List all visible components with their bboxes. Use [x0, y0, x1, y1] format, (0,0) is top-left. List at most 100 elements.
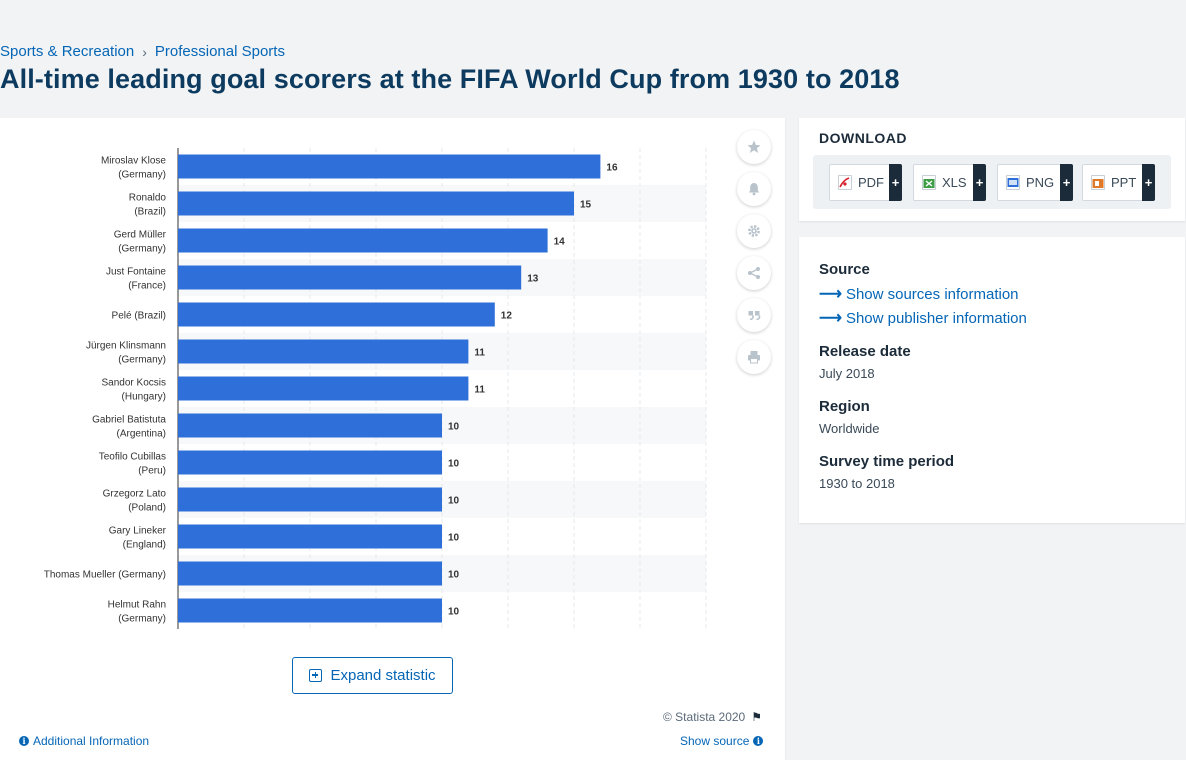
breadcrumb-professional-sports[interactable]: Professional Sports [154, 43, 285, 60]
quote-icon[interactable] [737, 298, 771, 332]
category-label: (England) [123, 540, 166, 551]
category-label: (Germany) [118, 614, 166, 625]
data-label: 10 [448, 496, 460, 507]
category-label: (France) [128, 281, 166, 292]
release-date-heading: Release date [819, 343, 911, 360]
breadcrumb-sports-recreation[interactable]: Sports & Recreation [0, 43, 135, 60]
data-label: 13 [527, 274, 539, 285]
download-ppt-button[interactable]: PPT + [1082, 164, 1155, 201]
download-buttons: PDF + XLS + PNG + PPT + [813, 155, 1171, 209]
data-label: 10 [448, 607, 460, 618]
download-xls-button[interactable]: XLS + [913, 164, 986, 201]
show-sources-link[interactable]: ⟶ Show sources information [819, 284, 1019, 304]
download-png-plus: + [1060, 164, 1073, 201]
bar [178, 339, 469, 364]
category-label: Sandor Kocsis [102, 378, 166, 389]
show-source-link[interactable]: Show source i [680, 734, 764, 748]
xls-file-icon [922, 175, 936, 190]
bar [178, 265, 522, 290]
category-label: (Germany) [118, 244, 166, 255]
print-icon[interactable] [737, 340, 771, 374]
category-label: Helmut Rahn [108, 600, 166, 611]
gear-icon[interactable] [737, 214, 771, 248]
survey-period-heading: Survey time period [819, 453, 955, 470]
data-label: 14 [554, 237, 566, 248]
category-label: Jürgen Klinsmann [86, 341, 166, 352]
category-label: (Brazil) [134, 207, 166, 218]
data-label: 15 [580, 200, 592, 211]
expand-statistic-button[interactable]: Expand statistic [292, 657, 453, 694]
statistic-details-card: Source ⟶ Show sources information ⟶ Show… [799, 237, 1185, 523]
data-label: 10 [448, 459, 460, 470]
category-label: (Germany) [118, 355, 166, 366]
arrow-right-icon: ⟶ [819, 310, 842, 327]
page-title: All-time leading goal scorers at the FIF… [0, 64, 900, 94]
bar [178, 191, 574, 216]
download-xls-label: XLS [942, 175, 967, 190]
region-heading: Region [819, 398, 870, 415]
breadcrumb: Sports & Recreation › Professional Sport… [0, 43, 285, 60]
download-png-label: PNG [1026, 175, 1055, 190]
category-label: (Peru) [138, 466, 166, 477]
star-icon[interactable] [737, 130, 771, 164]
share-icon[interactable] [737, 256, 771, 290]
category-label: Ronaldo [129, 193, 167, 204]
data-label: 10 [448, 570, 460, 581]
download-ppt-label: PPT [1111, 175, 1137, 190]
category-label: (Hungary) [122, 392, 166, 403]
bar [178, 413, 442, 438]
category-label: Thomas Mueller (Germany) [44, 570, 166, 581]
data-label: 11 [474, 348, 485, 359]
bar [178, 228, 548, 253]
pdf-file-icon [838, 175, 852, 190]
bar [178, 598, 442, 623]
category-label: (Argentina) [117, 429, 166, 440]
bar-chart: 16 Miroslav Klose (Germany) 15 Ronaldo (Brazi… [44, 148, 707, 629]
flag-icon[interactable]: ⚑ [751, 710, 762, 724]
download-title: DOWNLOAD [819, 130, 907, 146]
chart-card: 16 Miroslav Klose (Germany) 15 Ronaldo (Brazi… [0, 118, 785, 760]
show-sources-label: Show sources information [845, 285, 1019, 303]
data-label: 11 [474, 385, 485, 396]
data-label: 10 [448, 533, 460, 544]
download-pdf-label: PDF [858, 175, 884, 190]
show-source-label: Show source [680, 734, 750, 748]
category-label: Gerd Müller [114, 230, 167, 241]
expand-statistic-label: Expand statistic [330, 667, 436, 684]
bar [178, 302, 495, 327]
show-publisher-link[interactable]: ⟶ Show publisher information [819, 308, 1027, 328]
chart-fade-overlay [0, 698, 785, 756]
data-label: 16 [606, 163, 618, 174]
survey-period-value: 1930 to 2018 [819, 476, 895, 491]
category-label: Grzegorz Lato [103, 489, 167, 500]
source-heading: Source [819, 261, 870, 278]
info-icon: i [19, 736, 29, 746]
bar [178, 561, 442, 586]
download-pdf-plus: + [889, 164, 902, 201]
bar [178, 487, 442, 512]
bar [178, 376, 469, 401]
category-label: Teofilo Cubillas [99, 452, 166, 463]
chart-toolbar [737, 130, 773, 382]
info-icon: i [753, 736, 764, 746]
download-png-button[interactable]: PNG + [997, 164, 1073, 201]
additional-information-label: Additional Information [33, 734, 150, 748]
plus-square-icon [309, 669, 323, 682]
category-label: Gary Lineker [109, 526, 167, 537]
download-ppt-plus: + [1142, 164, 1155, 201]
download-card: DOWNLOAD PDF + XLS + PNG + P [799, 118, 1185, 221]
data-label: 10 [448, 422, 460, 433]
additional-information-link[interactable]: i Additional Information [19, 734, 149, 748]
download-pdf-button[interactable]: PDF + [829, 164, 902, 201]
category-label: Miroslav Klose [101, 156, 166, 167]
breadcrumb-separator: › [142, 43, 147, 60]
release-date-value: July 2018 [819, 366, 875, 381]
data-label: 12 [501, 311, 513, 322]
bell-icon[interactable] [737, 172, 771, 206]
top-bar [0, 0, 1186, 40]
category-label: (Germany) [118, 170, 166, 181]
download-xls-plus: + [973, 164, 986, 201]
png-file-icon [1006, 175, 1020, 190]
category-label: (Poland) [128, 503, 166, 514]
category-label: Gabriel Batistuta [92, 415, 166, 426]
